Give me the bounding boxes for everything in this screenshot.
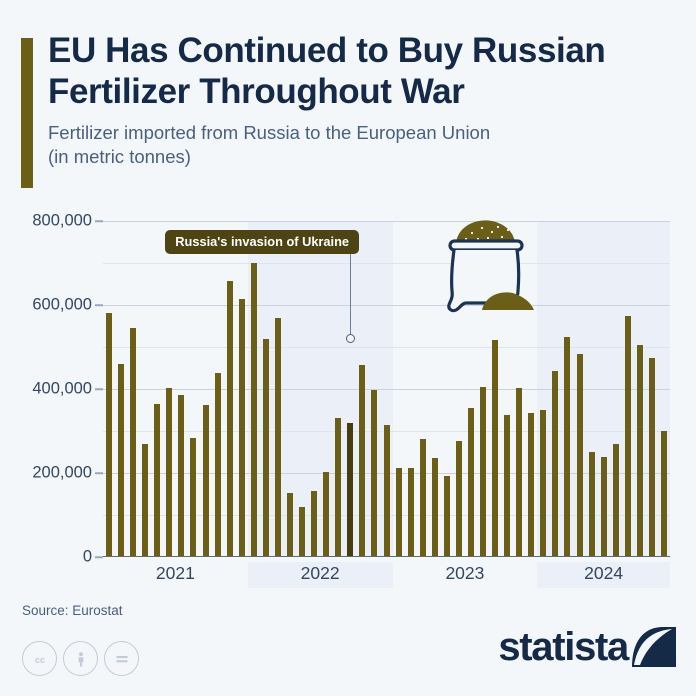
bar[interactable]	[371, 389, 378, 557]
statista-mark-icon	[632, 627, 676, 667]
bar[interactable]	[492, 340, 499, 557]
year-band-footer-2022	[247, 562, 393, 588]
page-title: EU Has Continued to Buy Russian Fertiliz…	[48, 31, 606, 111]
bar[interactable]	[552, 370, 559, 557]
bar[interactable]	[335, 417, 342, 557]
bar[interactable]	[660, 431, 667, 557]
x-axis: 2021 2022 2023 2024	[103, 562, 670, 588]
bar-chart: 2021 2022 2023 2024	[0, 205, 696, 588]
accent-bar	[21, 38, 33, 188]
bar[interactable]	[576, 354, 583, 557]
gridline-800000	[103, 221, 670, 222]
footer: Source: Eurostat cc statista	[0, 585, 696, 696]
bar[interactable]	[274, 318, 281, 557]
bar[interactable]	[226, 281, 233, 557]
bar[interactable]	[202, 404, 209, 557]
bar[interactable]	[516, 387, 523, 557]
bar[interactable]	[311, 490, 318, 557]
cc-by-icon[interactable]	[63, 641, 98, 676]
bar[interactable]	[118, 363, 125, 557]
bar[interactable]	[347, 422, 354, 557]
bar[interactable]	[443, 475, 450, 557]
bar[interactable]	[142, 443, 149, 557]
bar[interactable]	[238, 298, 245, 557]
bar[interactable]	[106, 313, 113, 557]
x-axis-label-2023: 2023	[445, 563, 485, 583]
bar[interactable]	[178, 395, 185, 557]
bar[interactable]	[588, 452, 595, 557]
cc-nd-icon[interactable]	[104, 641, 139, 676]
x-axis-line	[103, 555, 670, 557]
x-axis-label-2021: 2021	[155, 563, 195, 583]
gridline-700000	[103, 263, 670, 264]
header: EU Has Continued to Buy Russian Fertiliz…	[0, 0, 696, 205]
bar[interactable]	[154, 403, 161, 557]
bar[interactable]	[540, 410, 547, 557]
statista-wordmark: statista	[498, 625, 629, 669]
svg-text:cc: cc	[34, 655, 44, 665]
plot-area	[103, 221, 670, 557]
year-band-footer-2024	[537, 562, 670, 588]
bar[interactable]	[636, 344, 643, 557]
gridline-400000	[103, 389, 670, 390]
bar[interactable]	[250, 263, 257, 557]
bar[interactable]	[323, 471, 330, 557]
bar[interactable]	[624, 316, 631, 557]
bar[interactable]	[528, 412, 535, 557]
bar[interactable]	[467, 407, 474, 557]
source-label: Source: Eurostat	[22, 603, 123, 618]
bar[interactable]	[395, 467, 402, 557]
x-axis-label-2024: 2024	[584, 563, 624, 583]
creative-commons-icons: cc	[22, 641, 139, 676]
bar[interactable]	[480, 386, 486, 557]
bar[interactable]	[214, 373, 221, 557]
title-block: EU Has Continued to Buy Russian Fertiliz…	[48, 30, 688, 169]
bar[interactable]	[419, 438, 426, 557]
bar[interactable]	[262, 338, 269, 557]
bar[interactable]	[407, 467, 414, 557]
gridline-600000	[103, 305, 670, 306]
bar[interactable]	[190, 438, 197, 557]
bar[interactable]	[383, 424, 390, 557]
bar[interactable]	[359, 365, 366, 557]
bar[interactable]	[455, 440, 462, 557]
bar[interactable]	[600, 457, 607, 557]
gridline-500000	[103, 347, 670, 348]
bar[interactable]	[130, 328, 137, 557]
bar[interactable]	[286, 493, 293, 557]
statista-logo: statista	[498, 627, 676, 667]
bar[interactable]	[612, 443, 619, 557]
x-axis-label-2022: 2022	[300, 563, 340, 583]
cc-icon[interactable]: cc	[22, 641, 57, 676]
bar[interactable]	[504, 415, 511, 557]
bar[interactable]	[564, 337, 571, 557]
bar[interactable]	[299, 506, 306, 557]
bar[interactable]	[166, 387, 173, 557]
bar[interactable]	[431, 458, 438, 557]
bar[interactable]	[648, 358, 655, 557]
page-subtitle: Fertilizer imported from Russia to the E…	[48, 122, 491, 167]
